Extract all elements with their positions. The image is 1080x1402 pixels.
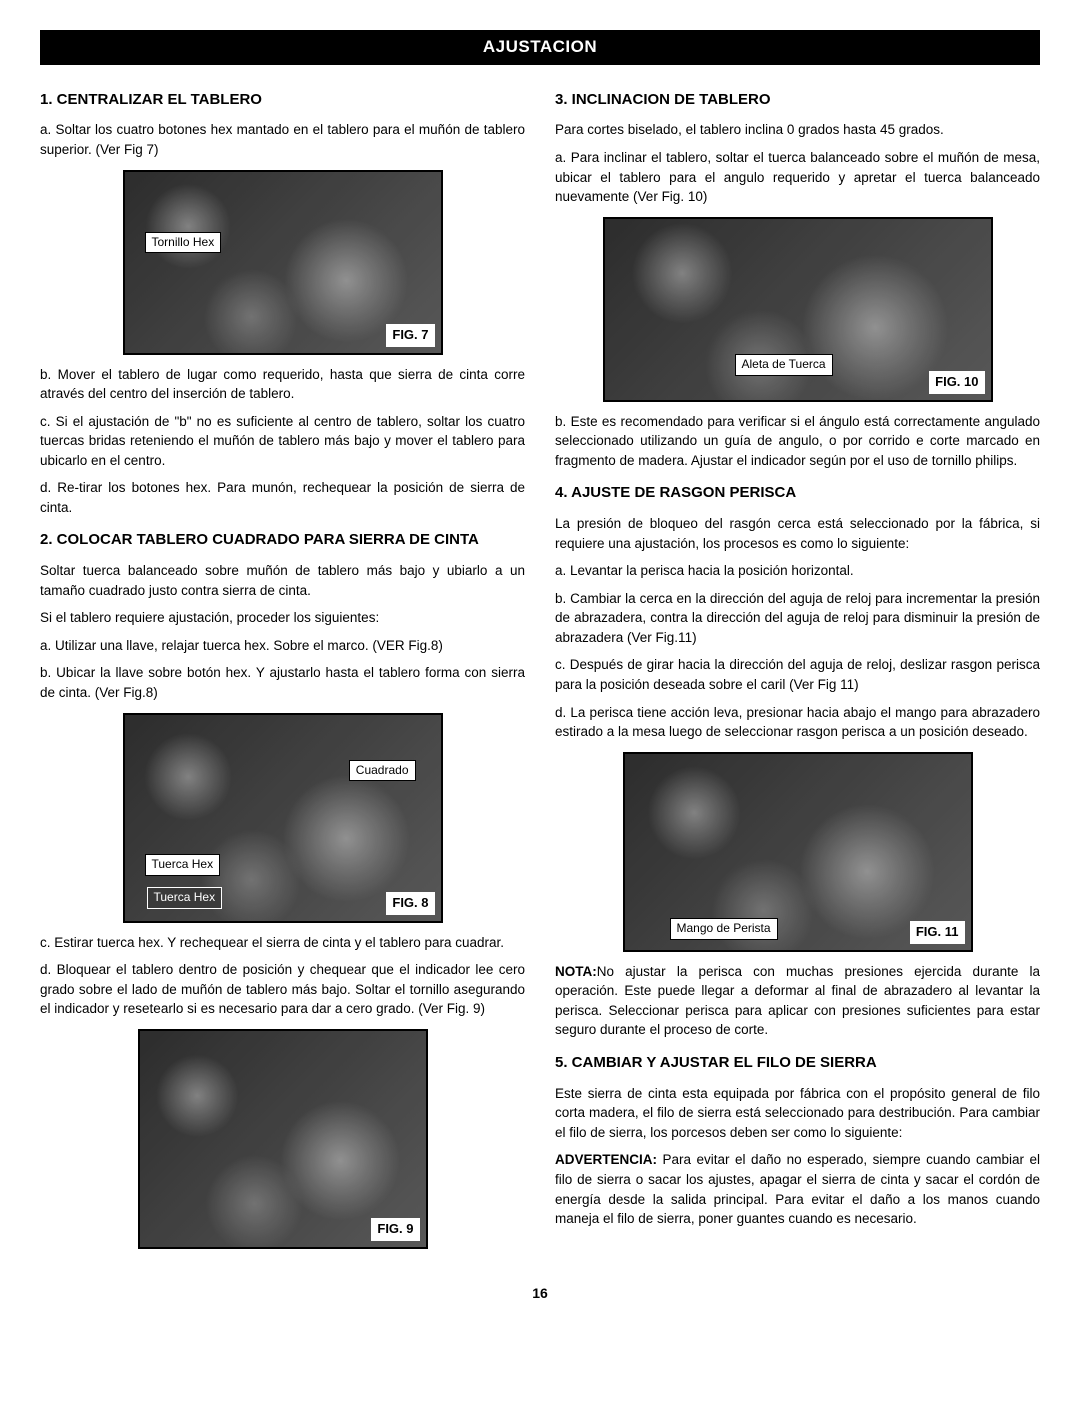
s2-d: d. Bloquear el tablero dentro de posició… <box>40 960 525 1019</box>
fig8-label-cuadrado: Cuadrado <box>349 760 416 781</box>
figure-7: Tornillo Hex FIG. 7 <box>123 170 443 355</box>
s2-intro1: Soltar tuerca balanceado sobre muñón de … <box>40 561 525 600</box>
s5-p1: Este sierra de cinta esta equipada por f… <box>555 1084 1040 1143</box>
fig11-number: FIG. 11 <box>910 921 965 944</box>
s4-nota: NOTA:No ajustar la perisca con muchas pr… <box>555 962 1040 1040</box>
s2-b: b. Ubicar la llave sobre botón hex. Y aj… <box>40 663 525 702</box>
s2-a: a. Utilizar una llave, relajar tuerca he… <box>40 636 525 656</box>
s1-b: b. Mover el tablero de lugar como requer… <box>40 365 525 404</box>
fig7-number: FIG. 7 <box>386 324 434 347</box>
fig8-number: FIG. 8 <box>386 892 434 915</box>
fig7-label: Tornillo Hex <box>145 232 222 253</box>
s2-c: c. Estirar tuerca hex. Y rechequear el s… <box>40 933 525 953</box>
nota-text: No ajustar la perisca con muchas presion… <box>555 964 1040 1038</box>
s4-a: a. Levantar la perisca hacia la posición… <box>555 561 1040 581</box>
fig11-label: Mango de Perista <box>670 918 778 939</box>
fig8-label-tuerca1: Tuerca Hex <box>145 854 221 875</box>
adv-bold: ADVERTENCIA: <box>555 1152 657 1167</box>
fig9-number: FIG. 9 <box>371 1218 419 1241</box>
section-4-title: 4. AJUSTE DE RASGON PERISCA <box>555 482 1040 504</box>
s3-b: b. Este es recomendado para verificar si… <box>555 412 1040 471</box>
fig10-number: FIG. 10 <box>929 371 984 394</box>
fig10-label: Aleta de Tuerca <box>735 354 833 375</box>
s1-c: c. Si el ajustación de "b" no es suficie… <box>40 412 525 471</box>
figure-9: FIG. 9 <box>138 1029 428 1249</box>
section-2-title: 2. COLOCAR TABLERO CUADRADO PARA SIERRA … <box>40 529 525 551</box>
s3-intro: Para cortes biselado, el tablero inclina… <box>555 120 1040 140</box>
fig8-label-tuerca2: Tuerca Hex <box>147 887 223 908</box>
s5-adv: ADVERTENCIA: Para evitar el daño no espe… <box>555 1150 1040 1228</box>
figure-11: Mango de Perista FIG. 11 <box>623 752 973 952</box>
right-column: 3. INCLINACION DE TABLERO Para cortes bi… <box>555 77 1040 1259</box>
section-5-title: 5. CAMBIAR Y AJUSTAR EL FILO DE SIERRA <box>555 1052 1040 1074</box>
figure-10: Aleta de Tuerca FIG. 10 <box>603 217 993 402</box>
section-1-title: 1. CENTRALIZAR EL TABLERO <box>40 89 525 111</box>
left-column: 1. CENTRALIZAR EL TABLERO a. Soltar los … <box>40 77 525 1259</box>
two-column-layout: 1. CENTRALIZAR EL TABLERO a. Soltar los … <box>40 77 1040 1259</box>
figure-8: Cuadrado Tuerca Hex Tuerca Hex FIG. 8 <box>123 713 443 923</box>
section-3-title: 3. INCLINACION DE TABLERO <box>555 89 1040 111</box>
s4-c: c. Después de girar hacia la dirección d… <box>555 655 1040 694</box>
s4-b: b. Cambiar la cerca en la dirección del … <box>555 589 1040 648</box>
page-banner: AJUSTACION <box>40 30 1040 65</box>
s4-d: d. La perisca tiene acción leva, presion… <box>555 703 1040 742</box>
nota-bold: NOTA: <box>555 964 597 979</box>
s3-a: a. Para inclinar el tablero, soltar el t… <box>555 148 1040 207</box>
s1-a: a. Soltar los cuatro botones hex mantado… <box>40 120 525 159</box>
s1-d: d. Re-tirar los botones hex. Para munón,… <box>40 478 525 517</box>
page-number: 16 <box>40 1283 1040 1303</box>
s4-intro: La presión de bloqueo del rasgón cerca e… <box>555 514 1040 553</box>
s2-intro2: Si el tablero requiere ajustación, proce… <box>40 608 525 628</box>
